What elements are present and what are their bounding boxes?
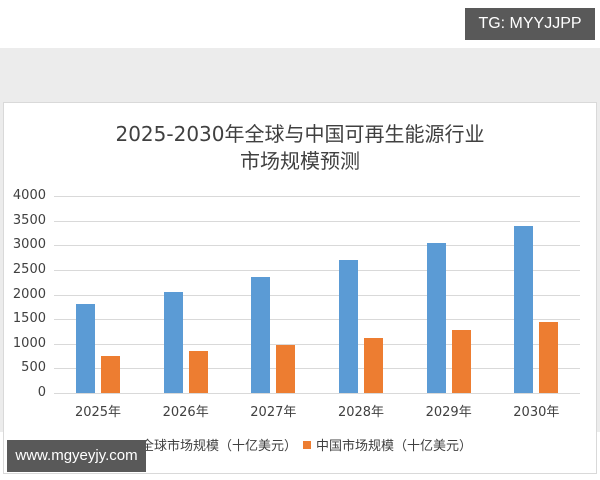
y-tick-label: 2000	[12, 286, 46, 302]
chart-container: 2025-2030年全球与中国可再生能源行业 市场规模预测 4000 3500 30…	[3, 102, 597, 474]
x-tick-label: 2025年	[74, 405, 122, 420]
x-tick-label: 2026年	[162, 405, 209, 420]
bar-global	[338, 260, 358, 393]
chart-title-line-2: 市场规模预测	[240, 149, 360, 173]
y-tick-label: 0	[37, 385, 46, 400]
bar-china	[276, 344, 296, 393]
legend-item-global: 全球市场规模（十亿美元）	[127, 435, 297, 454]
gridline	[54, 393, 580, 394]
gridline	[54, 220, 580, 222]
y-tick-label: 3500	[12, 212, 46, 228]
gridline	[54, 368, 580, 370]
legend-swatch-icon	[303, 440, 311, 449]
y-tick-label: 1000	[12, 335, 46, 351]
bar-global	[75, 304, 95, 393]
legend-label: 全球市场规模（十亿美元）	[140, 439, 297, 454]
bar-china	[188, 351, 208, 393]
gridline	[54, 196, 580, 197]
x-tick-label: 2029年	[425, 405, 472, 420]
gridline	[54, 269, 580, 271]
gridline	[54, 294, 580, 296]
gridline	[54, 343, 580, 345]
bar-global	[251, 277, 271, 393]
spreadsheet-background: 2025-2030年全球与中国可再生能源行业 市场规模预测 4000 3500 30…	[0, 48, 600, 474]
x-tick-label: 2030年	[513, 405, 560, 420]
bar-china	[100, 356, 120, 393]
y-tick-label: 500	[21, 360, 46, 376]
legend-label: 中国市场规模（十亿美元）	[316, 439, 473, 454]
url-badge: www.mgyeyjy.com	[7, 440, 146, 472]
x-tick-label: 2028年	[337, 405, 385, 420]
x-tick-label: 2027年	[250, 405, 297, 420]
tg-badge: TG: MYYJJPP	[465, 8, 595, 40]
bar-global	[426, 242, 446, 393]
y-tick-label: 1500	[12, 311, 46, 327]
legend-item-china: 中国市场规模（十亿美元）	[303, 435, 472, 454]
y-tick-label: 2500	[12, 261, 46, 277]
legend: 全球市场规模（十亿美元） 中国市场规模（十亿美元）	[4, 435, 596, 454]
bar-china	[363, 338, 383, 393]
chart-title: 2025-2030年全球与中国可再生能源行业 市场规模预测	[4, 121, 596, 175]
bar-global	[514, 225, 534, 393]
bar-global	[163, 292, 183, 393]
gridline	[54, 319, 580, 321]
bar-china	[451, 330, 471, 393]
y-tick-label: 4000	[12, 188, 46, 203]
plot-area: 4000 3500 3000 2500 2000 1500 1000 500 0 2025年 202…	[13, 189, 580, 420]
y-tick-label: 3000	[12, 237, 46, 253]
bar-china	[539, 322, 559, 393]
chart-title-line-1: 2025-2030年全球与中国可再生能源行业	[115, 122, 485, 146]
gridline	[54, 245, 580, 247]
